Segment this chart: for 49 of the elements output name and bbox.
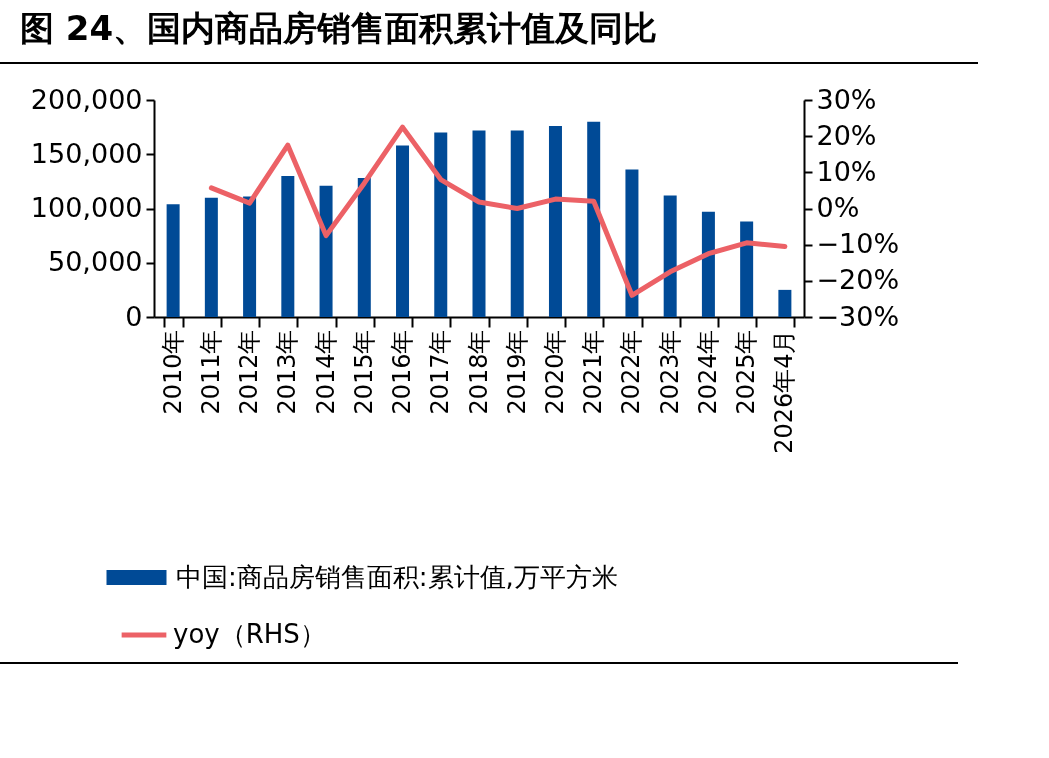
y-tick-label: 0 xyxy=(125,300,143,332)
y2-tick-label: 10% xyxy=(816,155,877,187)
x-tick-label: 2015年 xyxy=(349,329,378,415)
y2-tick-label: 0% xyxy=(816,192,860,223)
bar xyxy=(625,169,639,317)
bar xyxy=(663,195,677,317)
bar xyxy=(319,185,333,317)
x-tick-label: 2026年4月 xyxy=(770,329,799,454)
x-tick-label: 2017年 xyxy=(426,329,455,415)
legend-label: 中国:商品房销售面积:累计值,万平方米 xyxy=(176,561,618,592)
x-tick-label: 2013年 xyxy=(273,329,302,415)
x-tick-label: 2020年 xyxy=(540,329,569,415)
x-tick-label: 2016年 xyxy=(388,329,417,415)
y-tick-label: 200,000 xyxy=(30,83,143,115)
y-tick-label: 100,000 xyxy=(30,192,143,223)
x-tick-label: 2025年 xyxy=(732,329,761,415)
legend-label: yoy（RHS） xyxy=(173,619,326,649)
bar xyxy=(548,126,562,317)
bar xyxy=(510,130,524,317)
y2-tick-label: 20% xyxy=(816,119,877,151)
y-tick-label: 150,000 xyxy=(30,137,143,169)
bar xyxy=(434,132,448,317)
bar xyxy=(243,196,257,317)
y2-tick-label: −10% xyxy=(816,228,900,260)
y-tick-label: 50,000 xyxy=(48,246,143,278)
y2-tick-label: 30% xyxy=(816,83,877,115)
x-tick-label: 2021年 xyxy=(579,329,608,415)
y2-tick-label: −30% xyxy=(816,300,900,332)
bar xyxy=(587,121,601,317)
x-tick-label: 2022年 xyxy=(617,329,646,415)
bar xyxy=(701,211,715,317)
bar xyxy=(740,221,754,317)
chart-title: 图 24、国内商品房销售面积累计值及同比 xyxy=(0,0,978,64)
bar xyxy=(778,289,792,317)
x-tick-label: 2024年 xyxy=(693,329,722,415)
x-tick-label: 2012年 xyxy=(235,329,264,415)
x-tick-label: 2014年 xyxy=(311,329,340,415)
x-tick-label: 2011年 xyxy=(196,329,225,415)
bar xyxy=(396,145,410,317)
x-tick-label: 2023年 xyxy=(655,329,684,415)
bar xyxy=(472,130,486,317)
x-tick-label: 2019年 xyxy=(502,329,531,415)
bar xyxy=(166,204,180,317)
bar xyxy=(281,175,295,317)
y2-tick-label: −20% xyxy=(816,264,900,296)
x-tick-label: 2010年 xyxy=(158,329,187,415)
x-tick-label: 2018年 xyxy=(464,329,493,415)
bar xyxy=(357,178,371,317)
bar xyxy=(204,197,218,317)
